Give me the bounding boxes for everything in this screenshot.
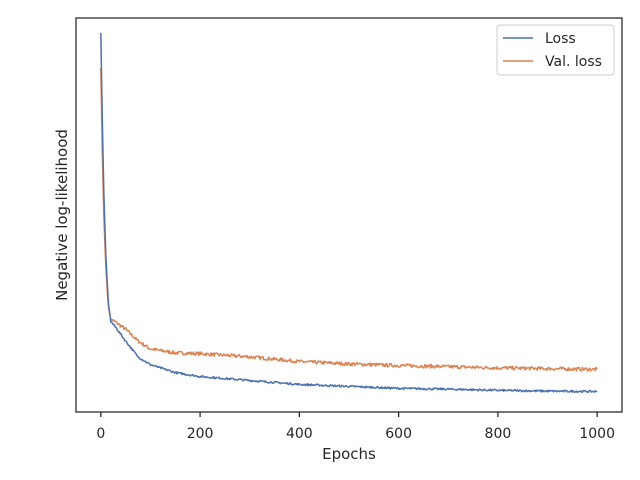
legend-label-val-loss: Val. loss xyxy=(545,54,602,70)
x-tick-label: 200 xyxy=(187,426,214,442)
x-tick-label: 800 xyxy=(485,426,512,442)
plot-frame xyxy=(75,17,623,413)
x-tick-label: 1000 xyxy=(579,426,615,442)
x-tick-label: 0 xyxy=(96,426,105,442)
x-tick-label: 600 xyxy=(385,426,412,442)
x-axis-label: Epochs xyxy=(322,445,376,463)
series-layer xyxy=(100,32,598,394)
legend: Loss Val. loss xyxy=(496,24,615,76)
x-axis-ticks: 0 200 400 600 800 1000 xyxy=(96,412,615,442)
series-line-val-loss xyxy=(100,68,598,372)
series-line-loss xyxy=(100,32,598,394)
legend-label-loss: Loss xyxy=(545,31,576,47)
y-axis-label: Negative log-likelihood xyxy=(53,129,71,301)
x-tick-label: 400 xyxy=(286,426,313,442)
